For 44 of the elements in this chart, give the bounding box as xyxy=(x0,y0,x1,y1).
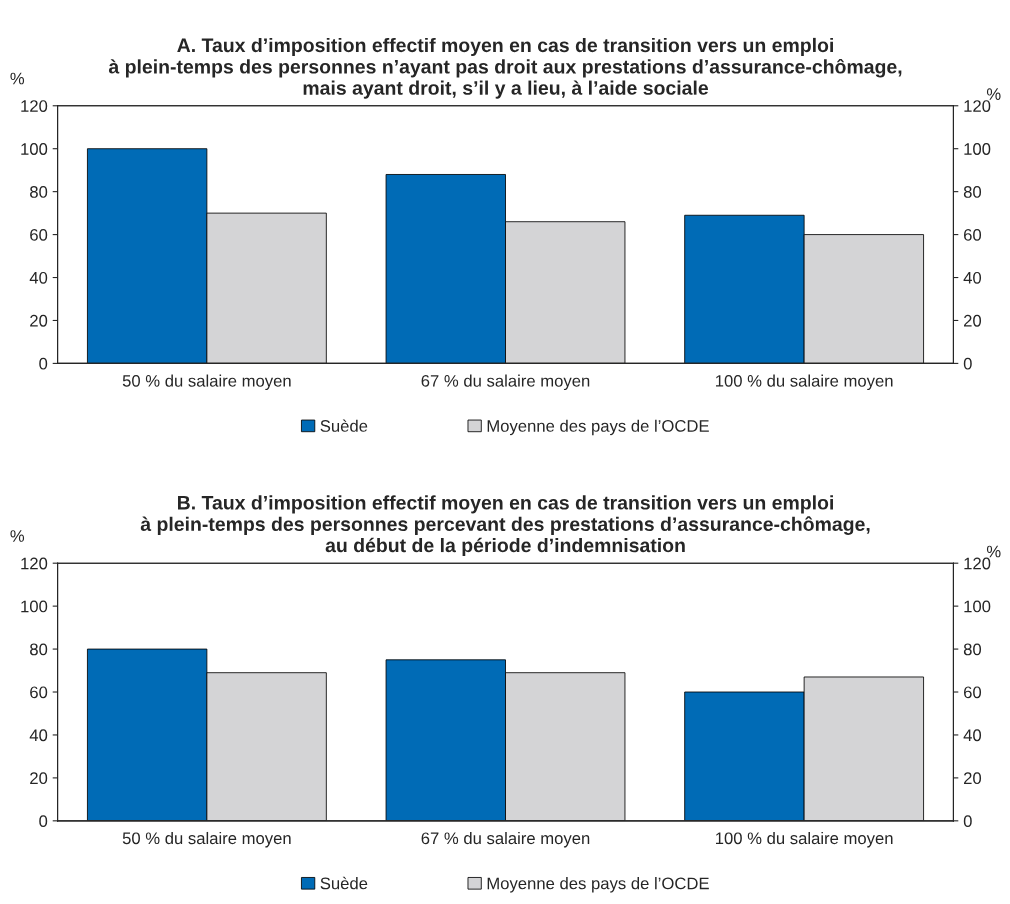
y2-tick-label: 20 xyxy=(964,772,982,785)
y2-tick-label: 120 xyxy=(964,557,991,570)
x-tick-label: 100 % du salaire moyen xyxy=(716,374,893,391)
y-tick-label: 120 xyxy=(21,100,48,112)
y2-tick-label: 80 xyxy=(963,643,982,656)
y2-axis-title: % xyxy=(986,88,1001,100)
legend-label: Moyenne des pays de l’OCDE xyxy=(487,877,709,893)
y2-tick-label: 60 xyxy=(964,228,982,241)
legend-label: Suède xyxy=(320,876,368,890)
y2-tick-label: 0 xyxy=(963,357,972,370)
legend-label: Suède xyxy=(320,419,368,432)
y-tick-label: 20 xyxy=(30,772,48,785)
y-tick-label: 120 xyxy=(21,557,48,570)
y2-tick-label: 60 xyxy=(964,686,982,699)
y2-axis-title: % xyxy=(986,545,1001,558)
y-tick-label: 40 xyxy=(29,271,48,284)
y2-tick-label: 120 xyxy=(964,100,991,112)
y-tick-label: 0 xyxy=(39,357,48,370)
y2-tick-label: 100 xyxy=(964,600,991,613)
y-tick-label: 80 xyxy=(30,643,48,656)
y-tick-label: 40 xyxy=(29,729,48,742)
y2-tick-label: 40 xyxy=(963,271,982,284)
y-tick-label: 60 xyxy=(30,228,48,241)
y-tick-label: 20 xyxy=(30,314,48,327)
chart-title: B. Taux d’imposition effectif moyen en cas de transition vers un emploi à plein-temps des personnes percevant des prestations d’assurance-chômage, au début de la période d’indemnisation xyxy=(140,495,870,557)
y2-tick-label: 80 xyxy=(963,186,982,198)
y2-tick-label: 20 xyxy=(964,314,982,327)
y-tick-label: 80 xyxy=(30,186,48,198)
y-axis-title: % xyxy=(10,72,25,85)
x-tick-label: 100 % du salaire moyen xyxy=(716,831,893,848)
x-tick-label: 67 % du salaire moyen xyxy=(421,831,590,848)
y-tick-label: 100 xyxy=(21,143,48,155)
y2-tick-label: 0 xyxy=(963,815,972,828)
y-axis-title: % xyxy=(10,530,25,542)
y-tick-label: 60 xyxy=(30,686,48,699)
chart-title: A. Taux d’imposition effectif moyen en cas de transition vers un emploi à plein-temps des personnes n’ayant pas droit aux prestations d’assurance-chômage, mais ayant droit, s’il y a lieu, à l’aide sociale xyxy=(108,37,902,99)
x-tick-label: 50 % du salaire moyen xyxy=(122,831,291,848)
legend-label: Moyenne des pays de l’OCDE xyxy=(487,419,709,436)
x-tick-label: 50 % du salaire moyen xyxy=(122,374,291,391)
x-tick-label: 67 % du salaire moyen xyxy=(421,374,590,391)
y-tick-label: 100 xyxy=(21,600,48,613)
y2-tick-label: 100 xyxy=(964,143,991,155)
y-tick-label: 0 xyxy=(39,815,48,828)
y2-tick-label: 40 xyxy=(963,729,982,742)
